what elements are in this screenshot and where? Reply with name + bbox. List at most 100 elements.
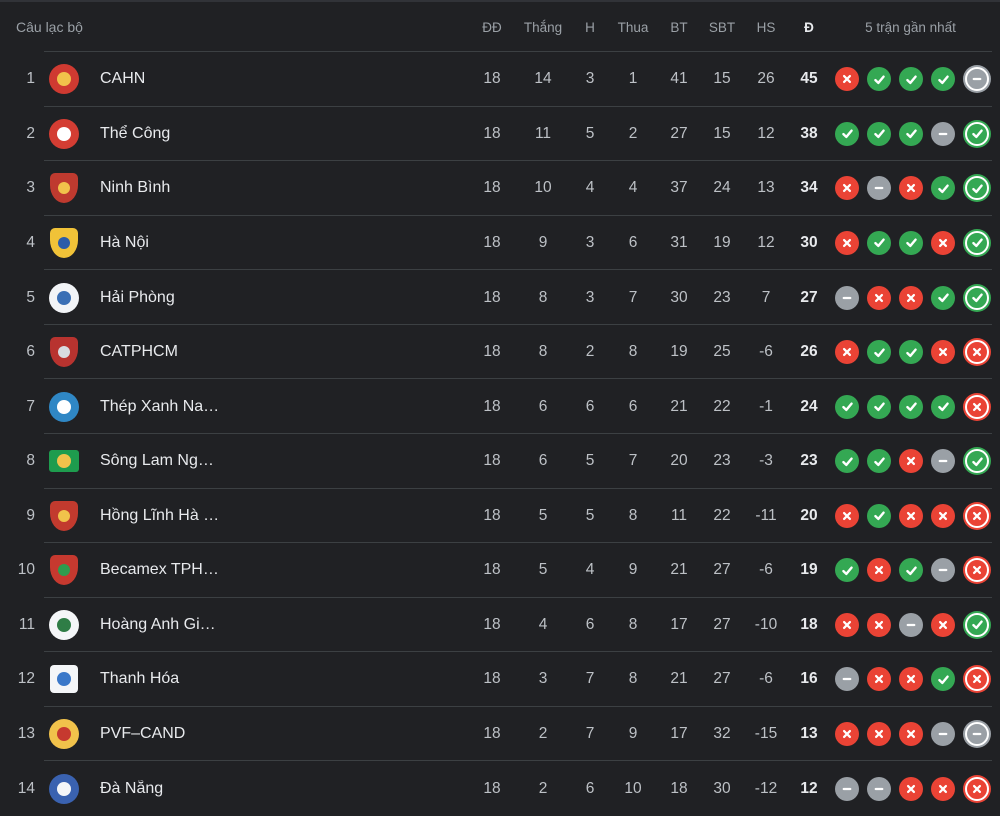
- goals-for-cell: 18: [670, 779, 688, 797]
- club-logo: [50, 500, 78, 531]
- club-name[interactable]: Thể Công: [100, 124, 171, 142]
- club-logo: [49, 773, 79, 804]
- form-loss-icon: [963, 665, 991, 694]
- form-icons: [830, 610, 1000, 639]
- rank-number: 13: [17, 725, 35, 743]
- form-loss-icon: [835, 503, 859, 528]
- played-cell: 18: [483, 397, 501, 415]
- club-name[interactable]: Hà Nội: [100, 233, 149, 251]
- goal-diff-cell: -6: [759, 343, 773, 361]
- club-logo-cell: [40, 609, 88, 640]
- club-name[interactable]: Becamex TPH…: [100, 561, 219, 579]
- goal-diff-cell: -3: [759, 452, 773, 470]
- table-row[interactable]: 4 Hà Nội 18 9 3 6 31 19 12 30: [0, 216, 1000, 271]
- table-row[interactable]: 7 Thép Xanh Na… 18 6 6 6 21 22 -1 24: [0, 379, 1000, 434]
- form-loss-icon: [931, 340, 955, 365]
- club-name[interactable]: CAHN: [100, 70, 146, 88]
- form-loss-icon: [963, 556, 991, 585]
- goals-for-cell: 27: [670, 124, 688, 142]
- goal-diff-cell: 26: [757, 70, 775, 88]
- goals-against-cell: 32: [713, 725, 731, 743]
- played-cell: 18: [483, 70, 501, 88]
- table-row[interactable]: 14 Đà Nẵng 18 2 6 10 18 30 -12 12: [0, 761, 1000, 816]
- form-win-icon: [899, 340, 923, 365]
- table-row[interactable]: 5 Hải Phòng 18 8 3 7 30 23 7 27: [0, 270, 1000, 325]
- club-logo-cell: [40, 450, 88, 473]
- club-name[interactable]: Hồng Lĩnh Hà …: [100, 506, 220, 524]
- form-win-icon: [867, 340, 891, 365]
- goals-for-cell: 30: [670, 288, 688, 306]
- form-loss-icon: [899, 449, 923, 474]
- card-top-border: [0, 0, 1000, 2]
- form-loss-icon: [931, 503, 955, 528]
- club-logo: [49, 609, 79, 640]
- club-name[interactable]: Thanh Hóa: [100, 670, 180, 688]
- form-loss-icon: [899, 285, 923, 310]
- club-name[interactable]: PVF–CAND: [100, 725, 186, 743]
- goals-against-cell: 15: [713, 124, 731, 142]
- club-logo-emblem: [58, 236, 70, 249]
- form-loss-icon: [931, 230, 955, 255]
- losses-cell: 10: [624, 779, 642, 797]
- club-logo: [50, 337, 78, 368]
- table-row[interactable]: 2 Thể Công 18 11 5 2 27 15 12 38: [0, 107, 1000, 162]
- form-loss-icon: [899, 667, 923, 692]
- form-loss-icon: [931, 612, 955, 637]
- club-logo-emblem: [57, 399, 71, 414]
- club-logo-cell: [40, 665, 88, 694]
- table-row[interactable]: 1 CAHN 18 14 3 1 41 15 26 45: [0, 52, 1000, 107]
- club-logo-emblem: [58, 182, 70, 195]
- goals-for-cell: 20: [670, 452, 688, 470]
- club-name[interactable]: Đà Nẵng: [100, 779, 164, 797]
- table-row[interactable]: 10 Becamex TPH… 18 5 4 9 21 27 -6 19: [0, 543, 1000, 598]
- goals-against-cell: 23: [713, 288, 731, 306]
- table-row[interactable]: 11 Hoàng Anh Gi… 18 4 6 8 17 27 -10 18: [0, 598, 1000, 653]
- points-cell: 19: [800, 561, 818, 579]
- wins-cell: 2: [538, 725, 548, 743]
- form-win-icon: [867, 503, 891, 528]
- losses-cell: 7: [628, 452, 638, 470]
- wins-cell: 5: [538, 506, 548, 524]
- rank-number: 9: [26, 506, 35, 524]
- club-logo: [49, 719, 79, 750]
- club-name[interactable]: Sông Lam Ng…: [100, 452, 214, 470]
- draws-cell: 5: [585, 124, 595, 142]
- table-row[interactable]: 9 Hồng Lĩnh Hà … 18 5 5 8 11 22 -11 20: [0, 489, 1000, 544]
- goal-diff-cell: -12: [754, 779, 778, 797]
- form-loss-icon: [835, 722, 859, 747]
- table-row[interactable]: 6 CATPHCM 18 8 2 8 19 25 -6 26: [0, 325, 1000, 380]
- club-logo-emblem: [57, 454, 71, 469]
- form-win-icon: [931, 394, 955, 419]
- losses-cell: 7: [628, 288, 638, 306]
- club-name[interactable]: Thép Xanh Na…: [100, 397, 220, 415]
- form-win-icon: [867, 449, 891, 474]
- losses-cell: 6: [628, 233, 638, 251]
- club-name[interactable]: Hoàng Anh Gi…: [100, 615, 216, 633]
- form-draw-icon: [835, 285, 859, 310]
- played-cell: 18: [483, 725, 501, 743]
- wins-cell: 5: [538, 561, 548, 579]
- club-logo-cell: [40, 118, 88, 149]
- form-loss-icon: [963, 501, 991, 530]
- form-icons: [830, 228, 1000, 257]
- goals-against-cell: 30: [713, 779, 731, 797]
- points-cell: 13: [800, 725, 818, 743]
- form-win-icon: [963, 228, 991, 257]
- rank-number: 5: [26, 288, 35, 306]
- goal-diff-cell: -6: [759, 670, 773, 688]
- form-win-icon: [963, 610, 991, 639]
- club-name[interactable]: Ninh Bình: [100, 179, 171, 197]
- goals-for-cell: 21: [670, 670, 688, 688]
- form-loss-icon: [899, 503, 923, 528]
- table-row[interactable]: 12 Thanh Hóa 18 3 7 8 21 27 -6 16: [0, 652, 1000, 707]
- club-name[interactable]: CATPHCM: [100, 343, 178, 361]
- form-loss-icon: [835, 612, 859, 637]
- goals-for-cell: 17: [670, 725, 688, 743]
- table-row[interactable]: 8 Sông Lam Ng… 18 6 5 7 20 23 -3 23: [0, 434, 1000, 489]
- club-name[interactable]: Hải Phòng: [100, 288, 175, 306]
- form-icons: [830, 720, 1000, 749]
- table-row[interactable]: 13 PVF–CAND 18 2 7 9 17 32 -15 13: [0, 707, 1000, 762]
- points-cell: 26: [800, 343, 818, 361]
- table-row[interactable]: 3 Ninh Bình 18 10 4 4 37 24 13 34: [0, 161, 1000, 216]
- form-win-icon: [835, 449, 859, 474]
